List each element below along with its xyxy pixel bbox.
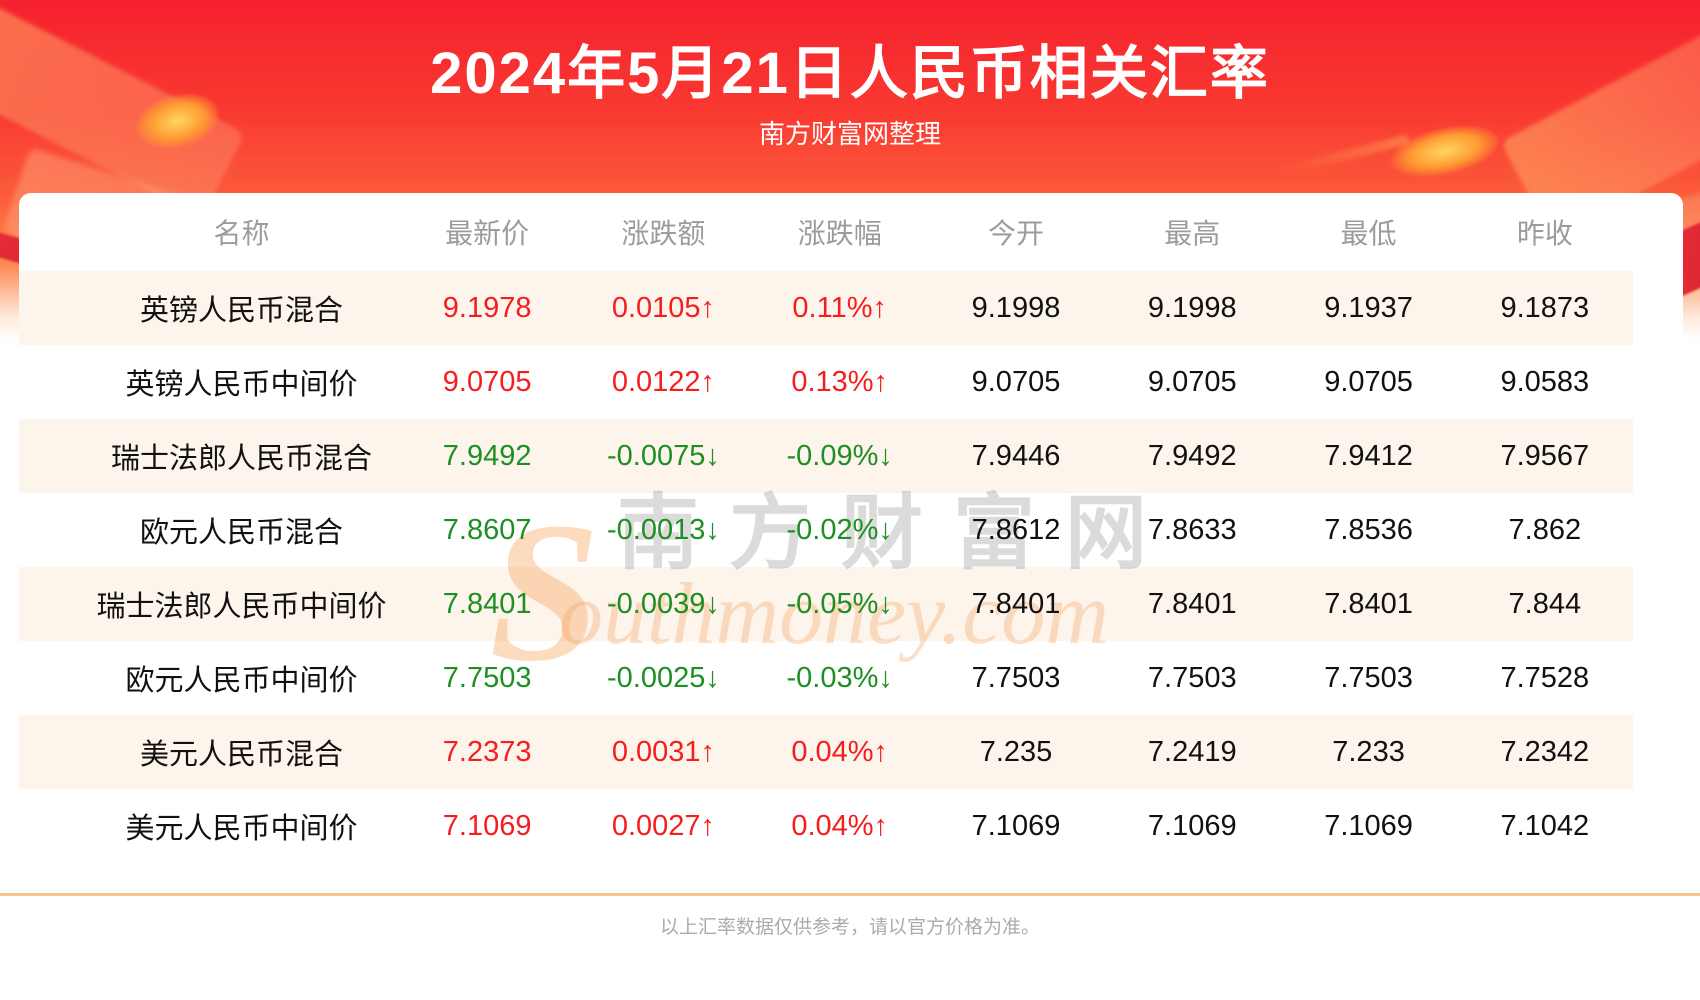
cell-low: 7.233 (1332, 735, 1405, 768)
table-row: 欧元人民币混合 7.8607 -0.0013↓ -0.02%↓ 7.8612 7… (19, 493, 1633, 567)
column-header-open: 今开 (987, 218, 1044, 249)
cell-change-amount: 0.0122↑ (611, 365, 716, 398)
column-header-high: 最高 (1164, 218, 1221, 249)
cell-change-amount: 0.0105↑ (611, 291, 716, 324)
cell-latest-price: 9.1978 (442, 291, 532, 324)
cell-latest-price: 7.8401 (442, 587, 532, 620)
cell-open: 7.9446 (971, 439, 1061, 472)
footer-divider (0, 893, 1700, 896)
cell-prev-close: 7.862 (1508, 513, 1582, 546)
cell-latest-price: 7.9492 (442, 439, 532, 472)
cell-change-amount: -0.0013↓ (606, 513, 720, 546)
cell-change-percent: 0.11%↑ (792, 291, 887, 324)
cell-name: 欧元人民币混合 (139, 517, 343, 549)
rates-table: 名称 最新价 涨跌额 涨跌幅 今开 最高 最低 昨收 英镑人民币混合 9.197… (19, 193, 1633, 863)
cell-latest-price: 7.2373 (442, 735, 532, 768)
cell-latest-price: 9.0705 (442, 365, 532, 398)
column-header-low: 最低 (1340, 218, 1397, 249)
cell-high: 7.8401 (1147, 587, 1237, 620)
cell-name: 瑞士法郎人民币中间价 (96, 591, 387, 623)
cell-open: 7.1069 (971, 809, 1061, 842)
cell-prev-close: 7.1042 (1500, 809, 1590, 842)
cell-change-amount: -0.0075↓ (606, 439, 720, 472)
cell-high: 9.1998 (1147, 291, 1237, 324)
cell-change-amount: -0.0025↓ (606, 661, 720, 694)
cell-name: 英镑人民币混合 (139, 295, 343, 327)
cell-name: 瑞士法郎人民币混合 (110, 443, 372, 475)
table-row: 美元人民币中间价 7.1069 0.0027↑ 0.04%↑ 7.1069 7.… (19, 789, 1633, 863)
table-row: 英镑人民币中间价 9.0705 0.0122↑ 0.13%↑ 9.0705 9.… (19, 345, 1633, 419)
cell-high: 7.8633 (1147, 513, 1237, 546)
table-header-row: 名称 最新价 涨跌额 涨跌幅 今开 最高 最低 昨收 (19, 193, 1633, 271)
cell-change-percent: -0.09%↓ (786, 439, 893, 472)
cell-prev-close: 7.9567 (1500, 439, 1590, 472)
cell-change-amount: 0.0031↑ (611, 735, 716, 768)
table-row: 美元人民币混合 7.2373 0.0031↑ 0.04%↑ 7.235 7.24… (19, 715, 1633, 789)
cell-prev-close: 9.0583 (1500, 365, 1590, 398)
cell-change-amount: -0.0039↓ (606, 587, 720, 620)
cell-low: 7.7503 (1324, 661, 1413, 694)
cell-change-amount: 0.0027↑ (611, 809, 716, 842)
cell-name: 美元人民币中间价 (125, 813, 358, 845)
cell-name: 欧元人民币中间价 (125, 665, 358, 697)
cell-change-percent: -0.03%↓ (786, 661, 893, 694)
cell-prev-close: 7.844 (1508, 587, 1582, 620)
cell-latest-price: 7.7503 (442, 661, 532, 694)
cell-low: 9.0705 (1324, 365, 1413, 398)
cell-open: 9.0705 (971, 365, 1061, 398)
cell-low: 7.8401 (1324, 587, 1413, 620)
column-header-name: 名称 (213, 218, 270, 249)
cell-change-percent: 0.04%↑ (791, 809, 889, 842)
column-header-change-pct: 涨跌幅 (797, 218, 882, 249)
cell-change-percent: -0.02%↓ (786, 513, 893, 546)
cell-high: 7.9492 (1147, 439, 1237, 472)
cell-change-percent: 0.13%↑ (791, 365, 889, 398)
cell-high: 7.1069 (1147, 809, 1237, 842)
table-body: 英镑人民币混合 9.1978 0.0105↑ 0.11%↑ 9.1998 9.1… (19, 271, 1633, 863)
cell-prev-close: 7.2342 (1500, 735, 1590, 768)
cell-open: 7.7503 (971, 661, 1061, 694)
cell-latest-price: 7.8607 (442, 513, 532, 546)
cell-high: 9.0705 (1147, 365, 1237, 398)
cell-prev-close: 9.1873 (1500, 291, 1590, 324)
cell-name: 英镑人民币中间价 (125, 369, 358, 401)
cell-high: 7.2419 (1147, 735, 1237, 768)
table-row: 英镑人民币混合 9.1978 0.0105↑ 0.11%↑ 9.1998 9.1… (19, 271, 1633, 345)
cell-high: 7.7503 (1147, 661, 1237, 694)
cell-low: 9.1937 (1324, 291, 1413, 324)
cell-change-percent: 0.04%↑ (791, 735, 889, 768)
cell-prev-close: 7.7528 (1500, 661, 1590, 694)
cell-name: 美元人民币混合 (139, 739, 343, 771)
cell-open: 7.8612 (971, 513, 1061, 546)
column-header-change: 涨跌额 (621, 218, 706, 249)
table-row: 瑞士法郎人民币中间价 7.8401 -0.0039↓ -0.05%↓ 7.840… (19, 567, 1633, 641)
table-row: 欧元人民币中间价 7.7503 -0.0025↓ -0.03%↓ 7.7503 … (19, 641, 1633, 715)
cell-low: 7.8536 (1324, 513, 1413, 546)
page-subtitle: 南方财富网整理 (758, 119, 941, 149)
cell-open: 7.8401 (971, 587, 1061, 620)
cell-open: 9.1998 (971, 291, 1061, 324)
cell-low: 7.1069 (1324, 809, 1413, 842)
cell-open: 7.235 (979, 735, 1053, 768)
rates-card: S 南方财富网 outhmoney.com 名称 最新价 涨跌额 涨跌幅 今开 … (19, 193, 1683, 863)
cell-low: 7.9412 (1324, 439, 1413, 472)
footer-disclaimer: 以上汇率数据仅供参考，请以官方价格为准。 (659, 917, 1040, 938)
page-title: 2024年5月21日人民币相关汇率 (430, 41, 1270, 106)
column-header-prev-close: 昨收 (1516, 218, 1573, 249)
cell-change-percent: -0.05%↓ (786, 587, 893, 620)
column-header-latest: 最新价 (445, 218, 530, 249)
table-row: 瑞士法郎人民币混合 7.9492 -0.0075↓ -0.09%↓ 7.9446… (19, 419, 1633, 493)
cell-latest-price: 7.1069 (442, 809, 532, 842)
